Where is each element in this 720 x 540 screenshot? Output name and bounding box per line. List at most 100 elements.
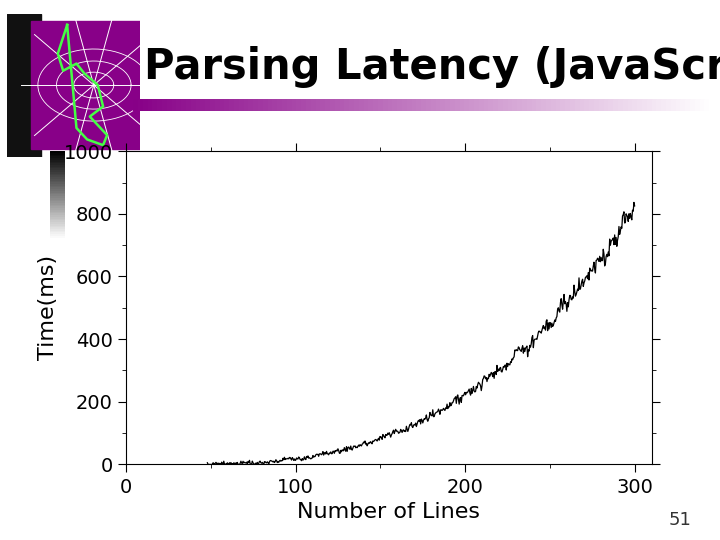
Bar: [359, 99, 364, 111]
Bar: [138, 99, 143, 111]
Bar: [354, 99, 359, 111]
Bar: [50, 189, 65, 191]
Bar: [186, 99, 191, 111]
Bar: [402, 99, 407, 111]
Bar: [229, 99, 234, 111]
Bar: [464, 99, 469, 111]
Bar: [253, 99, 258, 111]
Bar: [373, 99, 378, 111]
Bar: [277, 99, 282, 111]
Bar: [575, 99, 580, 111]
Bar: [647, 99, 652, 111]
Bar: [387, 99, 392, 111]
Bar: [50, 231, 65, 232]
Bar: [320, 99, 325, 111]
Bar: [680, 99, 685, 111]
Bar: [200, 99, 205, 111]
Text: Parsing Latency (JavaScript): Parsing Latency (JavaScript): [144, 46, 720, 89]
Bar: [315, 99, 320, 111]
Bar: [225, 99, 229, 111]
Bar: [50, 229, 65, 231]
Bar: [556, 99, 560, 111]
Bar: [196, 99, 200, 111]
Bar: [50, 232, 65, 234]
Bar: [531, 99, 536, 111]
Bar: [421, 99, 426, 111]
Bar: [488, 99, 493, 111]
Bar: [50, 153, 65, 154]
Bar: [426, 99, 431, 111]
Bar: [7, 14, 40, 157]
Bar: [181, 99, 186, 111]
Bar: [603, 99, 608, 111]
Bar: [369, 99, 373, 111]
Bar: [50, 191, 65, 193]
Bar: [157, 99, 162, 111]
Bar: [546, 99, 551, 111]
Bar: [50, 208, 65, 210]
Bar: [50, 226, 65, 227]
Bar: [335, 99, 340, 111]
Bar: [50, 220, 65, 222]
Bar: [50, 236, 65, 238]
Bar: [292, 99, 297, 111]
Bar: [349, 99, 354, 111]
Bar: [50, 179, 65, 180]
Bar: [469, 99, 474, 111]
Bar: [661, 99, 666, 111]
Bar: [133, 99, 138, 111]
Bar: [50, 224, 65, 226]
Bar: [594, 99, 599, 111]
Bar: [50, 186, 65, 187]
Bar: [50, 176, 65, 177]
Bar: [50, 183, 65, 184]
Bar: [412, 99, 416, 111]
Bar: [513, 99, 517, 111]
Bar: [565, 99, 570, 111]
Bar: [508, 99, 513, 111]
Bar: [392, 99, 397, 111]
Bar: [258, 99, 263, 111]
Bar: [599, 99, 603, 111]
Bar: [50, 217, 65, 219]
Bar: [191, 99, 196, 111]
Bar: [397, 99, 402, 111]
Bar: [50, 187, 65, 189]
Bar: [570, 99, 575, 111]
Bar: [50, 196, 65, 198]
Bar: [685, 99, 690, 111]
Bar: [143, 99, 148, 111]
Bar: [344, 99, 349, 111]
Bar: [704, 99, 709, 111]
Bar: [50, 227, 65, 229]
Bar: [50, 184, 65, 186]
Y-axis label: Time(ms): Time(ms): [38, 255, 58, 360]
Bar: [493, 99, 498, 111]
Bar: [50, 193, 65, 194]
Bar: [50, 215, 65, 217]
Bar: [441, 99, 445, 111]
Bar: [330, 99, 335, 111]
Bar: [268, 99, 272, 111]
Bar: [700, 99, 704, 111]
Bar: [50, 151, 65, 153]
Bar: [220, 99, 225, 111]
Bar: [690, 99, 695, 111]
Bar: [695, 99, 700, 111]
Bar: [50, 200, 65, 201]
Bar: [287, 99, 292, 111]
Bar: [248, 99, 253, 111]
Bar: [31, 21, 140, 150]
Bar: [455, 99, 459, 111]
Bar: [50, 198, 65, 200]
Bar: [50, 234, 65, 236]
Bar: [618, 99, 623, 111]
Bar: [50, 201, 65, 203]
Bar: [652, 99, 657, 111]
Bar: [50, 157, 65, 158]
Bar: [450, 99, 455, 111]
Bar: [589, 99, 594, 111]
Bar: [325, 99, 330, 111]
Bar: [551, 99, 556, 111]
Bar: [50, 213, 65, 215]
